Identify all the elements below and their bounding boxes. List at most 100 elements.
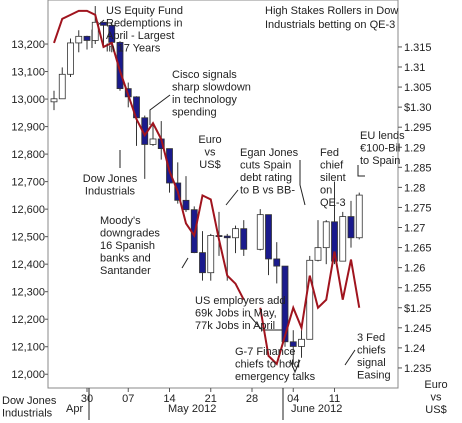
candle-body [240,228,248,250]
y2-tick-label: 1.315 [404,42,432,54]
candle-body [116,41,124,90]
annotation: EU lends €100-Bil to Spain [360,130,405,167]
x-tick-label: 07 [122,393,134,405]
month-label: Apr [66,403,83,415]
y2-tick-label: 1.255 [404,283,432,295]
annotation-line: 16 Spanish [100,240,155,252]
annotation-line: Euro [198,134,221,146]
annotation: Euro vs US$ [424,379,447,416]
y-tick-label: 12,900 [11,122,45,134]
y2-tick-label: 1.31 [404,62,425,74]
candle-body [58,73,66,100]
annotation-line: chiefs [357,345,386,357]
y-tick-label: 12,200 [11,314,45,326]
annotation-line: signal [357,357,386,369]
annotation: US employers add 69k Jobs in May, 77k Jobs… [195,295,286,332]
annotation-line: Moody's [100,215,141,227]
annotation-line: Euro [424,379,447,391]
y2-tick-label: $1.25 [404,303,432,315]
month-label: June 2012 [291,403,342,415]
y-tick-label: 13,200 [11,39,45,51]
y2-tick-label: 1.245 [404,323,432,335]
candle-body [50,98,58,103]
annotation: Dow Jones Industrials [2,395,57,420]
annotation-line: vs [431,392,443,404]
annotation-line: US Equity Fund [106,5,183,17]
annotation-line: on [320,185,332,197]
annotation-line: cuts Spain [240,160,291,172]
labels: 12,000 12,100 12,200 12,300 12,400 12,500 12,6… [2,5,448,420]
y-tick-label: 12,500 [11,232,45,244]
x-tick-label: 04 [287,393,299,405]
candle-body [298,338,305,347]
candle-body [100,21,107,26]
y2-tick-label: 1.24 [404,343,425,355]
candle-body [314,247,322,261]
annotation: Moody's downgrades 16 Spanish banks and Sant… [100,215,160,277]
candle-body [232,228,239,239]
y2-tick-label: 1.265 [404,243,432,255]
marks [50,6,363,366]
y2-tick-label: 1.295 [404,122,432,134]
annotation-line: Dow Jones [2,395,57,407]
annotation-line: €100-Bil [360,143,400,155]
annotation-line: silent [320,172,346,184]
candle-body [347,216,355,239]
x-tick-label: 14 [163,393,175,405]
annotation-line: emergency talks [235,371,316,383]
annotation-line: US employers add [195,295,286,307]
euro-line [53,9,361,366]
annotation-line: Redemptions in [106,18,182,30]
annotation-line: QE-3 [320,197,346,209]
annotation-line: in 17 Years [106,43,161,55]
x-tick-label: 21 [205,393,217,405]
annotation-line: downgrades [100,228,160,240]
annotation-line: banks and [100,253,151,265]
annotation-line: Easing [357,370,391,382]
annotation: Fed chief silent on QE-3 [320,147,346,209]
annotation-line: Industrials [2,408,53,420]
y2-tick-label: 1.275 [404,202,432,214]
candle-body [91,21,99,41]
candle-body [83,35,91,41]
annotation-line: to Spain [360,155,400,167]
candle-body [67,42,74,75]
annotation-line: Dow Jones [83,173,138,185]
annotation-line: High Stakes Rollers in Dow [265,5,398,17]
annotation-line: Industrials betting on QE-3 [265,19,395,31]
y-tick-label: 12,300 [11,287,45,299]
candle-body [339,216,347,262]
y2-tick-label: 1.305 [404,82,432,94]
candle-body [199,252,206,274]
candle-body [207,235,215,274]
candle-body [256,214,264,250]
y-tick-label: 12,100 [11,342,45,354]
annotation-line: EU lends [360,130,405,142]
annotation-line: in technology [172,94,237,106]
annotation-line: spending [172,107,217,119]
candle-body [355,194,363,239]
annotation: High Stakes Rollers in Dow Industrials be… [265,5,398,31]
annotation-line: Industrials [85,186,136,198]
month-label: May 2012 [168,403,216,415]
candle-body [75,35,83,44]
annotation: US Equity Fund Redemptions in April - Larg… [106,5,183,55]
y2-tick-label: 1.28 [404,182,425,194]
plot-frame [47,0,399,389]
annotation-line: Santander [100,265,151,277]
candle-body [182,199,190,211]
candle-body [331,221,338,262]
annotation-line: G-7 Finance [235,346,296,358]
annotation-line: debt rating [240,172,292,184]
candle-body [289,341,297,347]
x-tick-label: 28 [246,393,258,405]
y2-tick-label: 1.26 [404,263,425,275]
candle-body [273,258,281,267]
annotation-line: chiefs to hold [235,359,300,371]
annotation-line: Fed [320,147,339,159]
y2-tick-label: 1.29 [404,142,425,154]
y2-tick-label: 1.27 [404,223,425,235]
annotation-line: April - Largest [106,30,174,42]
candle-body [306,259,314,340]
